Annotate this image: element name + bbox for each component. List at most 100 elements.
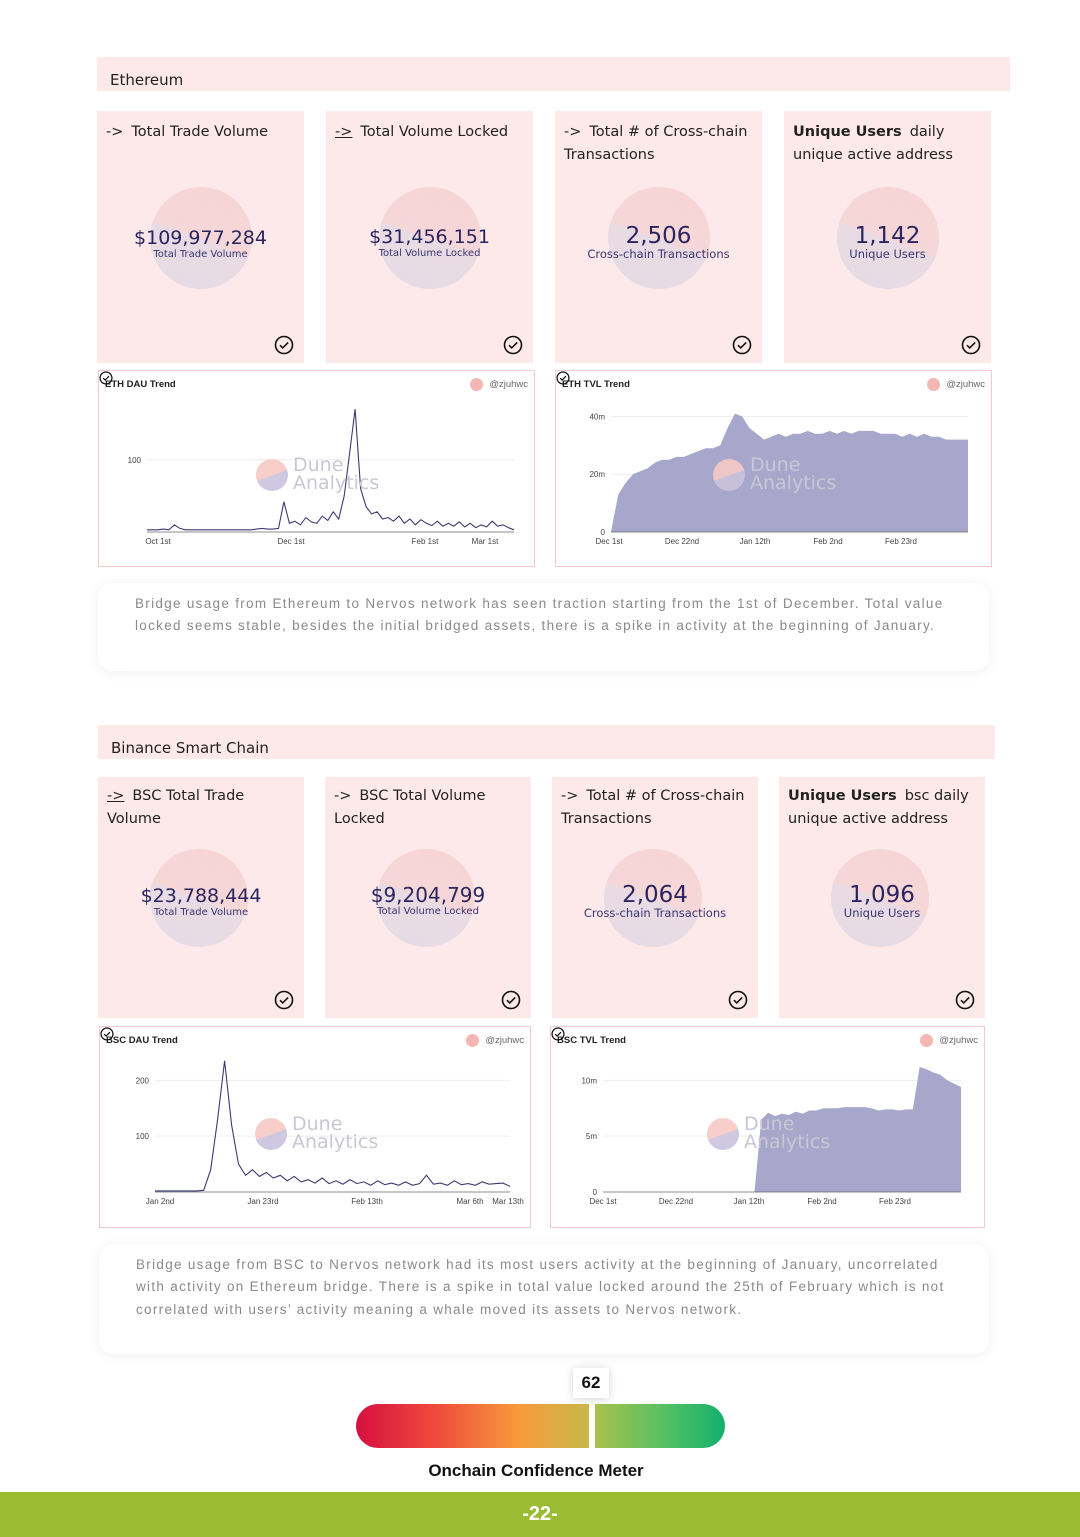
metric-circle: [604, 849, 702, 947]
x-tick-label: Jan 2nd: [146, 1197, 174, 1206]
x-tick-label: Mar 1st: [472, 537, 499, 546]
x-tick-label: Feb 23rd: [879, 1197, 911, 1206]
dune-logo-icon: [707, 1118, 739, 1150]
y-tick-label: 5m: [586, 1132, 597, 1141]
page-footer: -22-: [0, 1492, 1080, 1537]
metric-card-total-trade-volume: -> Total Trade Volume $109,977,284 Total T…: [97, 111, 304, 363]
chart-eth-dau-trend: 100 Oct 1st Dec 1st Feb 1st Mar 1st Dune Anal…: [98, 370, 535, 567]
metric-value: $9,204,799 Total Volume Locked: [370, 883, 486, 917]
x-tick-label: Feb 1st: [412, 537, 439, 546]
metric-card-bsc-unique-users: Unique Users bsc daily unique active addr…: [779, 777, 985, 1018]
metric-value: $23,788,444 Total Trade Volume: [140, 885, 262, 918]
dune-logo-icon: [713, 459, 745, 491]
metric-value: 1,142 Unique Users: [849, 223, 926, 261]
series-line: [155, 1060, 511, 1192]
metric-value: 2,506 Cross-chain Transactions: [587, 223, 730, 261]
metric-value: 2,064 Cross-chain Transactions: [583, 882, 727, 920]
y-tick-label: 200: [136, 1076, 150, 1085]
check-circle-icon: [955, 990, 975, 1010]
metric-circle: [150, 849, 248, 947]
x-tick-label: Mar 13th: [492, 1197, 524, 1206]
y-tick-label: 40m: [589, 412, 605, 421]
x-tick-label: Jan 12th: [740, 537, 771, 546]
x-tick-label: Feb 2nd: [813, 537, 842, 546]
chart-plot: 100 Oct 1st Dec 1st Feb 1st Mar 1st: [128, 409, 515, 546]
y-tick-label: 10m: [581, 1076, 597, 1085]
y-tick-label: 0: [593, 1188, 598, 1197]
chart-title: BSC TVL Trend: [557, 1035, 626, 1046]
confidence-meter-bar-fill: [356, 1404, 589, 1448]
check-circle-icon: [551, 1027, 565, 1041]
dune-logo-icon: [255, 1118, 287, 1150]
arrow-icon: ->: [334, 788, 352, 804]
watermark: Dune Analytics: [292, 1113, 379, 1153]
avatar-icon: [927, 378, 941, 391]
x-tick-label: Dec 1st: [277, 537, 305, 546]
analysis-note-ethereum: Bridge usage from Ethereum to Nervos net…: [98, 583, 989, 671]
arrow-icon: ->: [564, 124, 582, 140]
metric-value: 1,096 Unique Users: [843, 882, 921, 920]
y-tick-label: 100: [128, 456, 142, 465]
check-circle-icon: [100, 1027, 114, 1041]
chart-plot: 200 100 Jan 2nd Jan 23rd Feb 13th Mar 6th Mar …: [136, 1060, 524, 1206]
metric-circle: [379, 187, 481, 289]
chart-title: ETH DAU Trend: [105, 379, 176, 390]
x-tick-label: Dec 22nd: [665, 537, 699, 546]
section-header-ethereum: Ethereum: [97, 57, 1010, 91]
confidence-meter-value: 62: [573, 1368, 609, 1398]
page-number: -22-: [522, 1503, 558, 1525]
y-tick-label: 0: [601, 528, 606, 537]
chart-author[interactable]: @zjuhwc: [920, 1034, 978, 1047]
check-circle-icon: [503, 335, 523, 355]
metric-circle: [831, 849, 929, 947]
chart-author[interactable]: @zjuhwc: [466, 1034, 524, 1047]
metric-card-total-volume-locked: -> Total Volume Locked $31,456,151 Total V…: [326, 111, 533, 363]
metric-card-bsc-total-volume-locked: -> BSC Total Volume Locked $9,204,799 Tota…: [325, 777, 531, 1018]
metric-circle: [377, 849, 475, 947]
analysis-note-bsc: Bridge usage from BSC to Nervos network …: [99, 1244, 989, 1354]
check-circle-icon: [274, 335, 294, 355]
chart-eth-tvl-trend: 40m 20m 0 Dec 1st Dec 22nd Jan 12th Feb 2nd Feb…: [555, 370, 992, 567]
avatar-icon: [920, 1034, 934, 1047]
check-circle-icon: [732, 335, 752, 355]
check-circle-icon: [274, 990, 294, 1010]
chart-bsc-tvl-trend: 10m 5m 0 Dec 1st Dec 22nd Jan 12th Feb 2nd Feb …: [550, 1026, 985, 1228]
arrow-icon: ->: [561, 788, 579, 804]
x-tick-label: Feb 2nd: [807, 1197, 836, 1206]
card-heading: -> BSC Total Trade Volume: [107, 788, 245, 827]
x-tick-label: Jan 23rd: [247, 1197, 278, 1206]
metric-card-bsc-total-trade-volume: -> BSC Total Trade Volume $23,788,444 Tota…: [98, 777, 304, 1018]
y-tick-label: 100: [136, 1132, 150, 1141]
arrow-icon: ->: [335, 124, 353, 140]
arrow-icon: ->: [106, 124, 124, 140]
series-line: [147, 409, 515, 531]
metric-card-unique-users: Unique Users daily unique active address …: [784, 111, 991, 363]
card-heading: -> Total Volume Locked: [335, 124, 509, 140]
chart-bsc-dau-trend: 200 100 Jan 2nd Jan 23rd Feb 13th Mar 6th Mar …: [99, 1026, 531, 1228]
x-tick-label: Dec 1st: [595, 537, 623, 546]
avatar-icon: [470, 378, 484, 391]
metric-value: $109,977,284 Total Trade Volume: [134, 227, 267, 260]
series-area: [611, 413, 968, 532]
card-heading: -> Total # of Cross-chain Transactions: [564, 124, 748, 163]
metric-circle: [837, 187, 939, 289]
x-tick-label: Dec 22nd: [659, 1197, 693, 1206]
card-heading: Unique Users daily unique active address: [793, 124, 953, 163]
chart-title: BSC DAU Trend: [106, 1035, 178, 1046]
x-tick-label: Dec 1st: [589, 1197, 617, 1206]
card-heading: Unique Users bsc daily unique active addr…: [788, 788, 969, 827]
chart-author[interactable]: @zjuhwc: [470, 378, 528, 391]
check-circle-icon: [501, 990, 521, 1010]
chart-author[interactable]: @zjuhwc: [927, 378, 985, 391]
watermark: Dune Analytics: [293, 454, 380, 494]
confidence-meter-label: Onchain Confidence Meter: [428, 1461, 644, 1480]
check-circle-icon: [99, 371, 113, 385]
metric-circle: [150, 187, 252, 289]
series-area: [603, 1066, 961, 1192]
metric-circle: [608, 187, 710, 289]
card-heading: -> Total Trade Volume: [106, 124, 269, 140]
chart-title: ETH TVL Trend: [562, 379, 630, 390]
y-tick-label: 20m: [589, 470, 605, 479]
